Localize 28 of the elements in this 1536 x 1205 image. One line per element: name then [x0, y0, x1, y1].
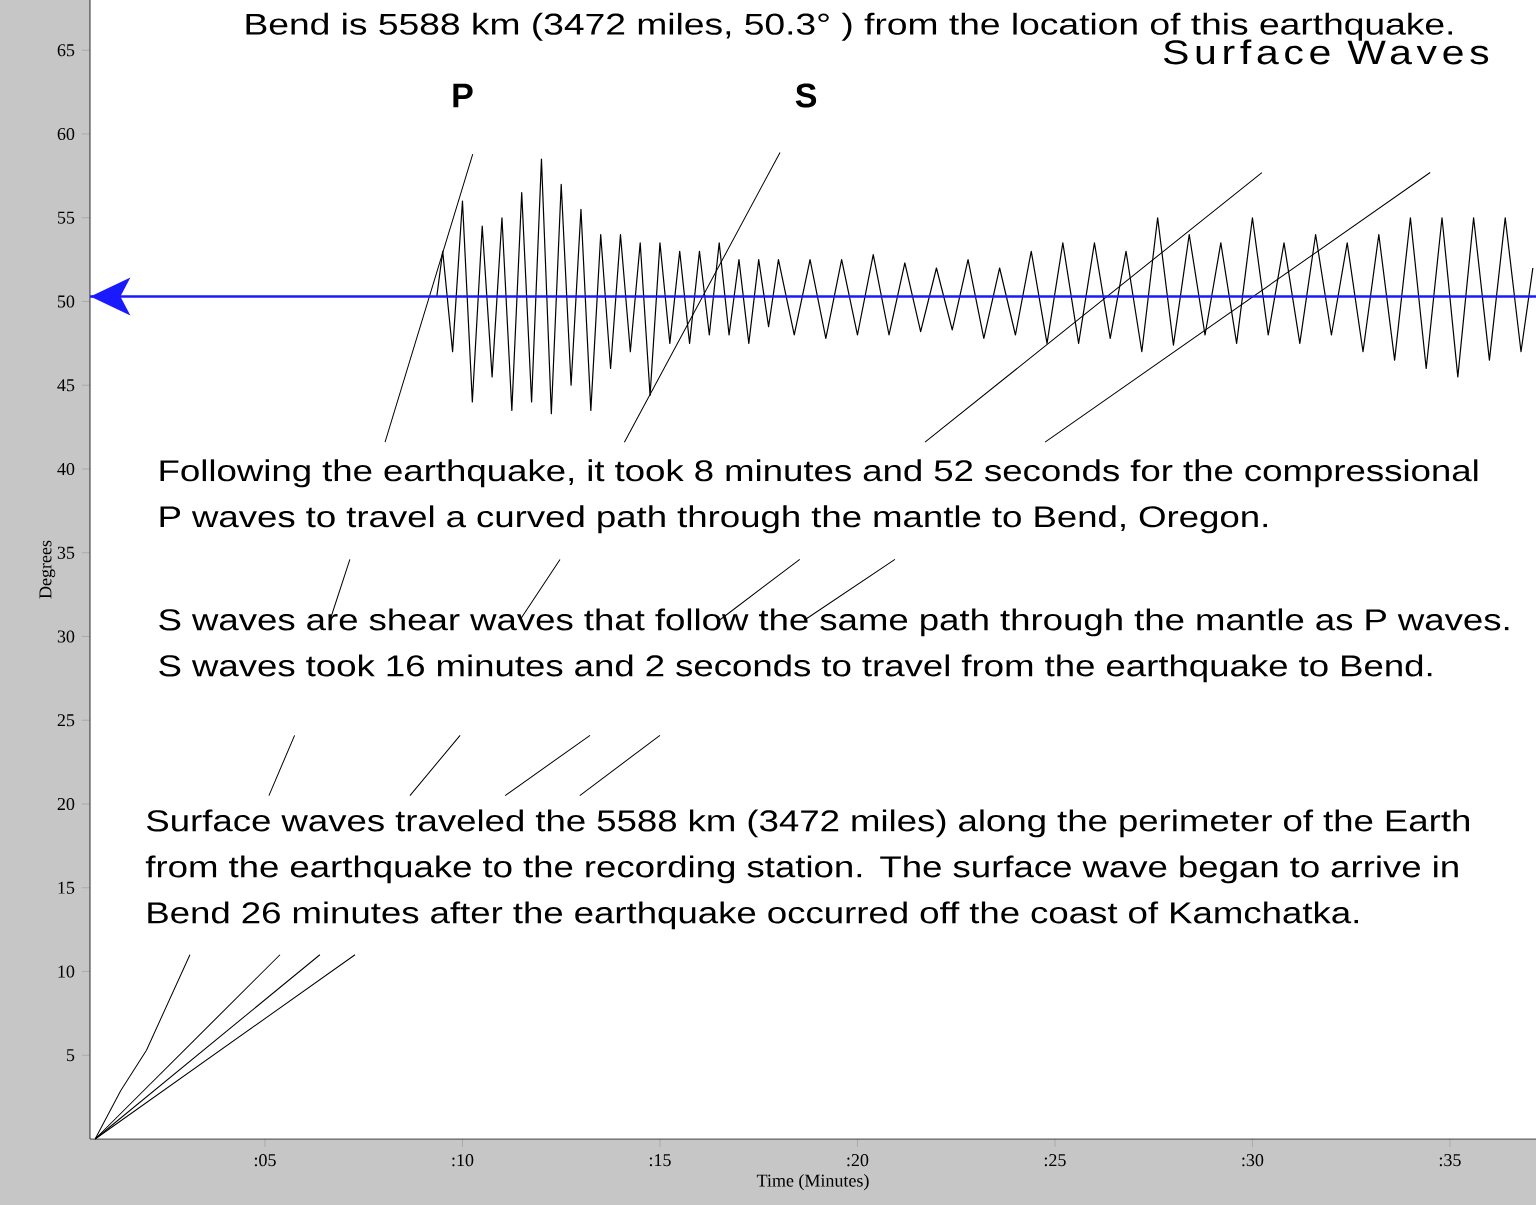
annotation: P — [453, 83, 473, 108]
annotation: Following the earthquake, it took 8 minutes and 52 seconds for the compressional P waves to travel a curved path through the mantle to Bend, Oregon. — [160, 459, 1478, 534]
x-axis-title: Time (Minutes) — [756, 1174, 869, 1191]
annotation: S — [795, 83, 817, 108]
y-tick-label: 60 — [57, 127, 75, 141]
y-tick-label: 20 — [57, 797, 75, 811]
y-tick-label: 35 — [57, 546, 75, 559]
y-tick-label: 40 — [57, 462, 75, 476]
annotation: S waves are shear waves that follow the same path through the mantle as P waves. S waves took 16 minutes and 2 seconds to travel from the earthquake to Bend. — [159, 608, 1509, 683]
y-tick-label: 45 — [57, 379, 75, 392]
y-tick-label: 15 — [58, 881, 75, 894]
y-tick-label: 65 — [57, 44, 75, 57]
x-tick-label: :20 — [847, 1154, 869, 1167]
y-tick-label: 5 — [66, 1049, 75, 1062]
x-tick-label: :25 — [1044, 1154, 1066, 1167]
y-tick-label: 30 — [57, 630, 75, 643]
y-axis-title: Degrees — [39, 540, 56, 599]
y-tick-label: 25 — [57, 714, 75, 727]
annotation: Surface waves traveled the 5588 km (3472 miles) along the perimeter of the Earth from the earthquake to the recording station. The surface wave began to arrive in Bend 26 minutes after the earthquake occurred off the coast of Kamchatka. — [145, 809, 1469, 930]
x-tick-label: :30 — [1242, 1154, 1264, 1167]
y-tick-label: 50 — [57, 295, 75, 308]
annotation: Surface Waves — [1163, 39, 1489, 65]
x-tick-label: :35 — [1439, 1154, 1461, 1167]
y-tick-label: 10 — [58, 965, 75, 978]
y-tick-label: 55 — [57, 211, 75, 224]
x-tick-label: :10 — [452, 1154, 474, 1167]
x-tick-label: :15 — [649, 1154, 671, 1167]
x-tick-label: :05 — [254, 1154, 276, 1167]
